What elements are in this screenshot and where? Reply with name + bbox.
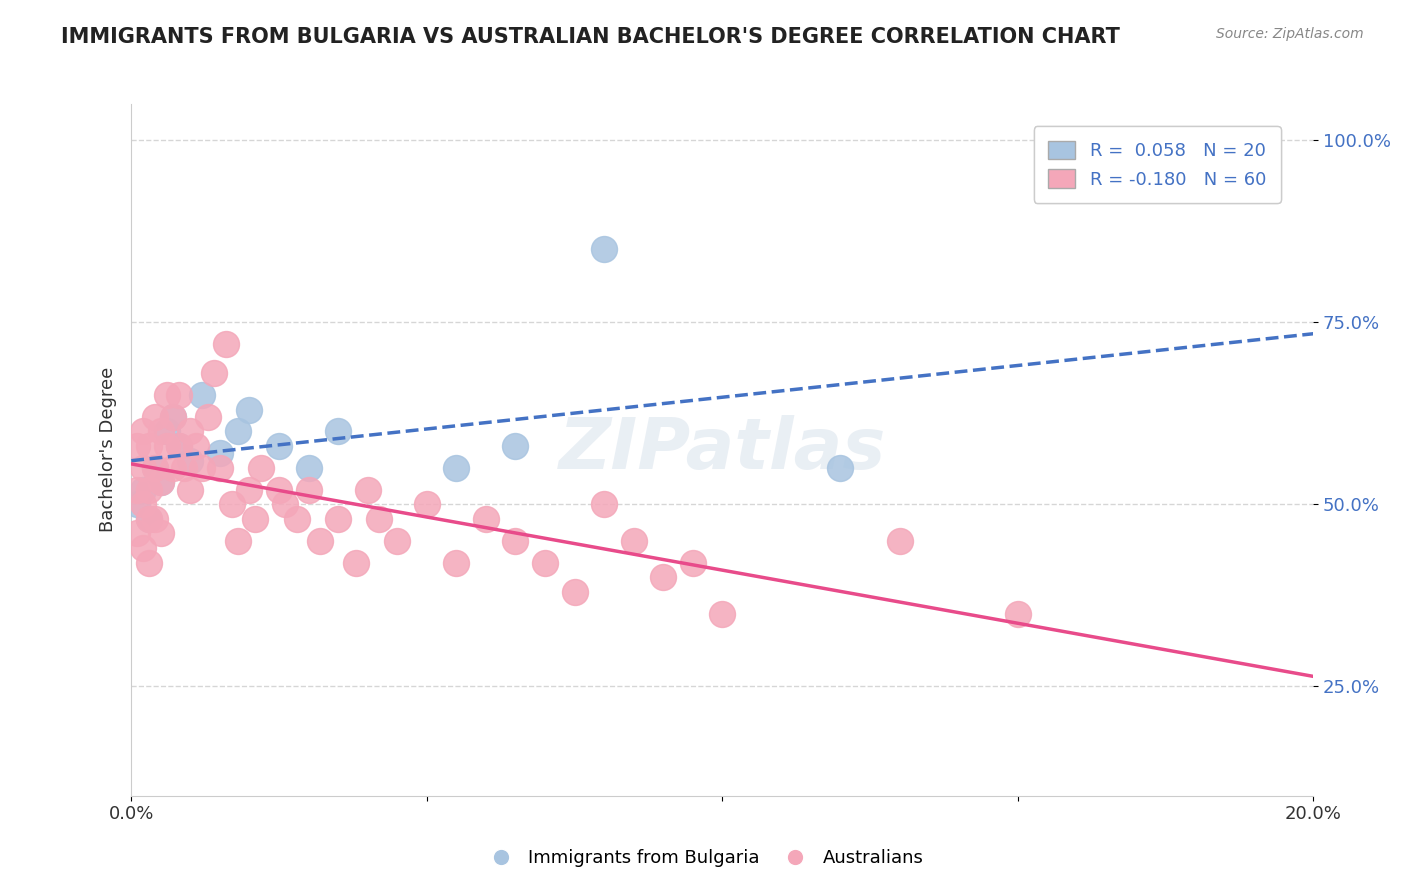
Point [132,541,155,555]
Point [446,556,468,570]
Point [309,533,332,548]
Point [138,483,160,497]
Point [202,366,225,380]
Point [475,512,498,526]
Point [215,337,238,351]
Point [238,483,260,497]
Text: Source: ZipAtlas.com: Source: ZipAtlas.com [1216,27,1364,41]
Legend: R =  0.058   N = 20, R = -0.180   N = 60: R = 0.058 N = 20, R = -0.180 N = 60 [1033,127,1281,203]
Point [274,497,297,511]
Point [297,461,319,475]
Y-axis label: Bachelor's Degree: Bachelor's Degree [100,367,117,533]
Point [132,483,155,497]
Point [127,497,149,511]
Legend: Immigrants from Bulgaria, Australians: Immigrants from Bulgaria, Australians [475,842,931,874]
Point [267,439,290,453]
Point [127,526,149,541]
Point [143,409,166,424]
Point [149,475,172,490]
Point [238,402,260,417]
Point [167,388,190,402]
Point [326,425,349,439]
Point [221,497,243,511]
Point [156,388,179,402]
Point [208,446,231,460]
Point [197,409,219,424]
Point [326,512,349,526]
Text: IMMIGRANTS FROM BULGARIA VS AUSTRALIAN BACHELOR'S DEGREE CORRELATION CHART: IMMIGRANTS FROM BULGARIA VS AUSTRALIAN B… [60,27,1121,46]
Point [143,461,166,475]
Point [297,483,319,497]
Point [156,439,179,453]
Point [167,439,190,453]
Point [162,409,184,424]
Point [138,512,160,526]
Point [593,242,616,256]
Point [368,512,391,526]
Point [173,461,195,475]
Point [186,439,208,453]
Point [830,461,852,475]
Point [505,533,527,548]
Point [226,425,249,439]
Point [149,526,172,541]
Point [416,497,439,511]
Point [179,483,201,497]
Point [1007,607,1029,621]
Point [132,425,155,439]
Point [623,533,645,548]
Point [564,584,586,599]
Point [149,475,172,490]
Point [191,461,214,475]
Point [208,461,231,475]
Point [138,439,160,453]
Text: ZIPatlas: ZIPatlas [558,415,886,484]
Point [593,497,616,511]
Point [162,409,184,424]
Point [138,556,160,570]
Point [162,461,184,475]
Point [889,533,911,548]
Point [127,439,149,453]
Point [138,512,160,526]
Point [250,461,273,475]
Point [505,439,527,453]
Point [245,512,267,526]
Point [534,556,557,570]
Point [179,453,201,467]
Point [652,570,675,584]
Point [132,497,155,511]
Point [143,512,166,526]
Point [267,483,290,497]
Point [191,388,214,402]
Point [387,533,409,548]
Point [132,461,155,475]
Point [167,439,190,453]
Point [149,425,172,439]
Point [682,556,704,570]
Point [127,483,149,497]
Point [156,425,179,439]
Point [143,461,166,475]
Point [356,483,378,497]
Point [285,512,308,526]
Point [226,533,249,548]
Point [344,556,367,570]
Point [446,461,468,475]
Point [711,607,734,621]
Point [179,425,201,439]
